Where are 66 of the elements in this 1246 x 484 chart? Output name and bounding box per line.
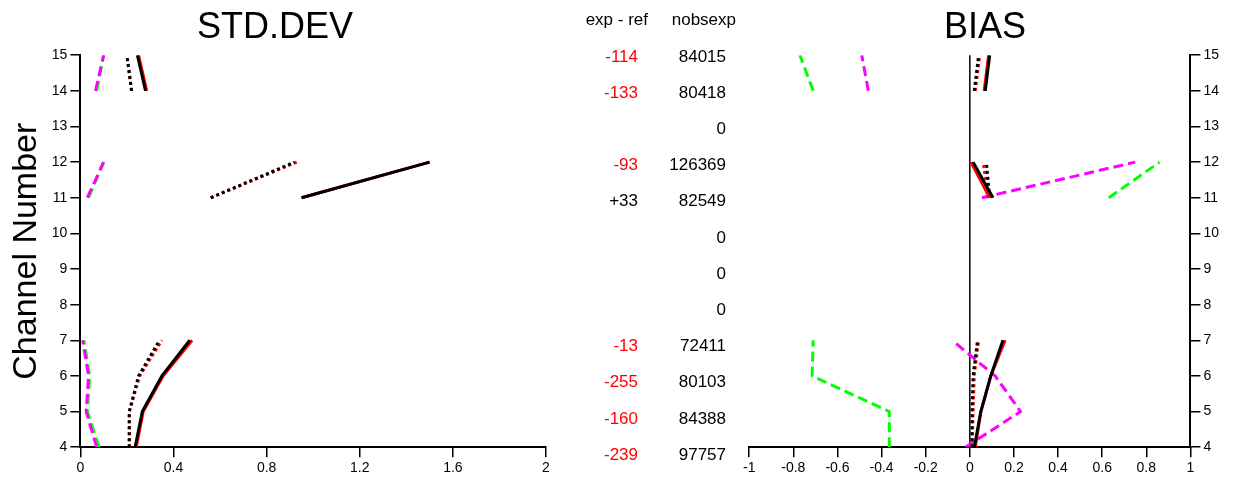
y-tick-label: 10 <box>51 224 68 241</box>
x-tick-label: -0.6 <box>825 459 850 476</box>
x-tick-label: 1 <box>1186 459 1195 476</box>
x-tick-label: -0.2 <box>913 459 938 476</box>
y2-tick-label: 15 <box>1203 46 1220 63</box>
text: 80103 <box>678 372 726 392</box>
text: nobsexp <box>671 9 736 29</box>
y-axis-title: Channel Number <box>4 122 43 380</box>
y2-tick-label: 14 <box>1203 81 1220 98</box>
y-tick-label: 6 <box>59 366 68 383</box>
x-tick-label: 0.6 <box>1092 459 1113 476</box>
y2-tick-label: 7 <box>1203 331 1212 348</box>
y-tick-label: 7 <box>59 331 68 348</box>
x-tick-label: 1.6 <box>443 459 463 476</box>
text: +33 <box>609 191 638 211</box>
text: 72411 <box>679 336 726 356</box>
x-tick-label: 0 <box>965 459 974 476</box>
text: -13 <box>613 336 638 356</box>
text: 126369 <box>669 155 726 175</box>
y2-tick-label: 8 <box>1203 295 1212 312</box>
text: 80418 <box>678 82 726 102</box>
y2-tick-label: 11 <box>1203 188 1219 205</box>
text: -93 <box>613 155 638 175</box>
y-tick-label: 11 <box>52 188 68 205</box>
text: 0 <box>716 263 726 283</box>
x-tick-label: -0.8 <box>781 459 806 476</box>
text: 84015 <box>678 46 726 66</box>
y-tick-label: 8 <box>59 295 68 312</box>
x-tick-label: 0 <box>76 459 85 476</box>
x-tick-label: 0.2 <box>1004 459 1024 476</box>
text: -239 <box>603 444 638 464</box>
text: -114 <box>605 46 638 66</box>
y2-tick-label: 13 <box>1203 117 1220 134</box>
chart-title: BIAS <box>943 4 1027 46</box>
chart-title: STD.DEV <box>196 4 354 46</box>
text: -255 <box>603 372 638 392</box>
y-tick-label: 15 <box>51 46 68 63</box>
x-tick-label: 0.8 <box>1136 459 1157 476</box>
text: 97757 <box>678 444 726 464</box>
y2-tick-label: 10 <box>1203 224 1220 241</box>
x-tick-label: 2 <box>542 459 551 476</box>
x-tick-label: -0.4 <box>869 459 894 476</box>
y2-tick-label: 12 <box>1203 152 1220 169</box>
text: 0 <box>716 227 726 247</box>
y2-tick-label: 9 <box>1203 259 1212 276</box>
text: 0 <box>716 119 726 139</box>
y2-tick-label: 6 <box>1203 366 1212 383</box>
y2-tick-label: 4 <box>1203 438 1212 455</box>
y-tick-label: 13 <box>51 117 68 134</box>
y-tick-label: 5 <box>59 402 68 419</box>
text: -160 <box>603 408 638 428</box>
y-tick-label: 4 <box>59 438 68 455</box>
x-tick-label: 0.8 <box>256 459 277 476</box>
x-tick-label: 0.4 <box>1048 459 1069 476</box>
y2-tick-label: 5 <box>1203 402 1212 419</box>
text: -133 <box>603 82 638 102</box>
y-tick-label: 9 <box>59 259 68 276</box>
y-tick-label: 12 <box>51 152 68 169</box>
text: 0 <box>716 299 726 319</box>
x-tick-label: 0.4 <box>163 459 184 476</box>
text: exp - ref <box>585 9 649 29</box>
text: 84388 <box>678 408 726 428</box>
x-tick-label: 1.2 <box>350 459 370 476</box>
y-tick-label: 14 <box>51 81 68 98</box>
text: 82549 <box>678 191 726 211</box>
x-tick-label: -1 <box>743 459 756 476</box>
